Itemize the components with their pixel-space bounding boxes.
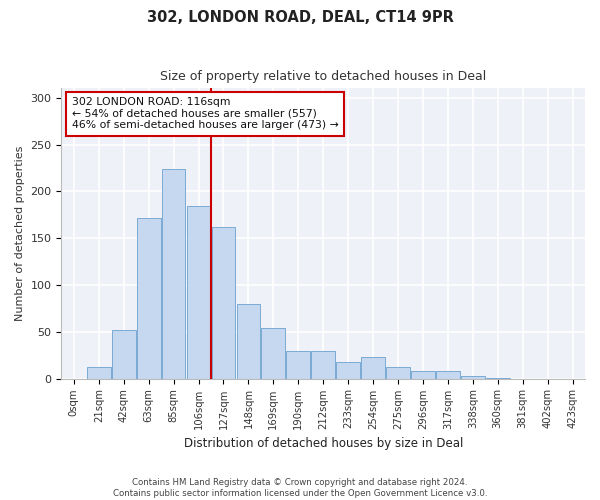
Y-axis label: Number of detached properties: Number of detached properties — [15, 146, 25, 321]
Bar — [311, 352, 335, 378]
Bar — [286, 352, 310, 378]
Bar — [187, 206, 211, 378]
Text: Contains HM Land Registry data © Crown copyright and database right 2024.
Contai: Contains HM Land Registry data © Crown c… — [113, 478, 487, 498]
Bar — [262, 328, 285, 378]
Bar — [411, 371, 435, 378]
Bar — [336, 362, 360, 378]
Bar — [386, 368, 410, 378]
Title: Size of property relative to detached houses in Deal: Size of property relative to detached ho… — [160, 70, 487, 83]
Text: 302, LONDON ROAD, DEAL, CT14 9PR: 302, LONDON ROAD, DEAL, CT14 9PR — [146, 10, 454, 25]
Bar — [137, 218, 161, 378]
Bar — [361, 357, 385, 378]
X-axis label: Distribution of detached houses by size in Deal: Distribution of detached houses by size … — [184, 437, 463, 450]
Bar — [212, 227, 235, 378]
Text: 302 LONDON ROAD: 116sqm
← 54% of detached houses are smaller (557)
46% of semi-d: 302 LONDON ROAD: 116sqm ← 54% of detache… — [72, 97, 338, 130]
Bar — [236, 304, 260, 378]
Bar — [436, 371, 460, 378]
Bar — [461, 376, 485, 378]
Bar — [87, 368, 110, 378]
Bar — [112, 330, 136, 378]
Bar — [162, 169, 185, 378]
